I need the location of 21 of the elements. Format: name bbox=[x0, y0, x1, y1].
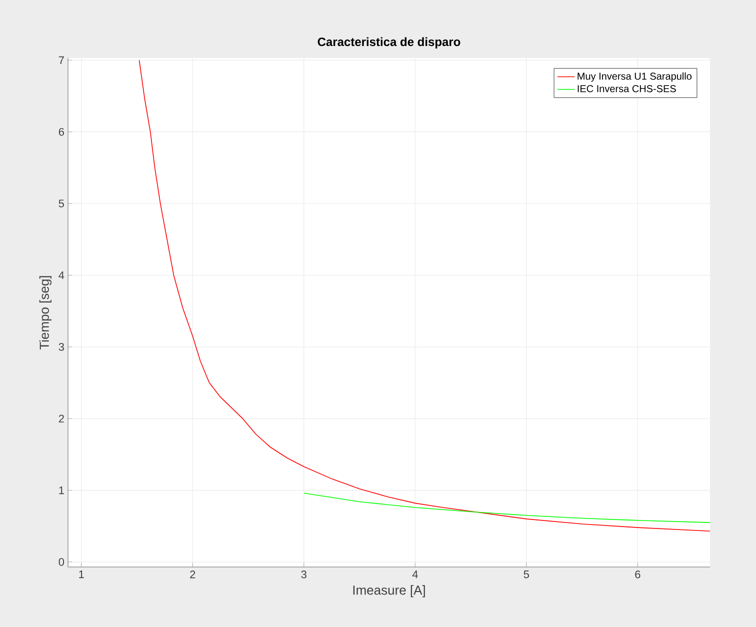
y-tick-label: 7 bbox=[58, 56, 64, 64]
x-tick-label: 5 bbox=[524, 570, 529, 578]
y-tick-label: 4 bbox=[58, 271, 64, 279]
y-tick-label: 5 bbox=[58, 200, 64, 208]
x-tick-label: 6 bbox=[635, 570, 640, 578]
line-series bbox=[138, 60, 710, 532]
legend-label: Muy Inversa U1 Sarapullo bbox=[578, 72, 692, 82]
x-tick-label: 4 bbox=[412, 570, 418, 578]
line-series bbox=[303, 492, 710, 523]
y-tick-label: 1 bbox=[59, 486, 64, 494]
y-tick-label: 0 bbox=[58, 558, 64, 566]
x-axis-title: Imeasure [A] bbox=[353, 585, 425, 598]
y-tick-label: 3 bbox=[58, 343, 64, 351]
x-tick-label: 2 bbox=[190, 570, 196, 578]
x-tick-label: 3 bbox=[301, 570, 306, 578]
y-tick-label: 2 bbox=[58, 414, 64, 422]
y-axis-title: Tiempo [seg] bbox=[39, 276, 52, 350]
x-tick-label: 1 bbox=[79, 570, 84, 578]
y-tick-label: 6 bbox=[58, 128, 64, 136]
legend-label: IEC Inversa CHS-SES bbox=[578, 85, 676, 92]
chart-title: Caracteristica de disparo bbox=[318, 37, 460, 48]
